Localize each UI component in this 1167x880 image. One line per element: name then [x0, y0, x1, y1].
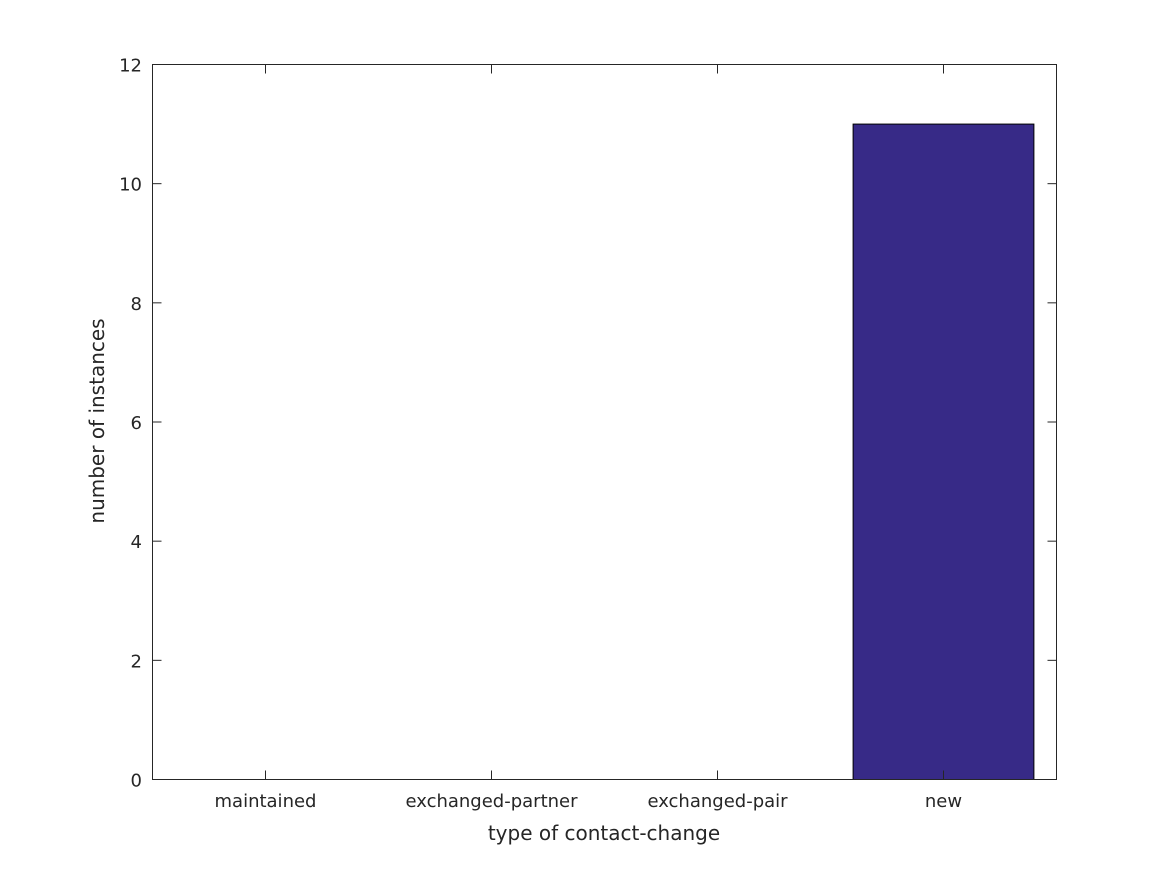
x-tick-label: exchanged-partner [405, 791, 578, 812]
x-axis-label: type of contact-change [488, 821, 720, 845]
x-tick-label: maintained [215, 791, 317, 812]
y-tick-label: 0 [131, 771, 142, 792]
bar-new [852, 123, 1035, 781]
y-tick-label: 6 [131, 413, 142, 434]
x-tick-label: new [925, 791, 962, 812]
y-tick-label: 8 [131, 294, 142, 315]
x-tick-label: exchanged-pair [647, 791, 788, 812]
y-tick-label: 12 [119, 56, 142, 77]
y-tick-label: 10 [119, 175, 142, 196]
y-tick-label: 2 [131, 651, 142, 672]
y-axis-label: number of instances [85, 318, 109, 523]
y-tick-label: 4 [131, 532, 142, 553]
